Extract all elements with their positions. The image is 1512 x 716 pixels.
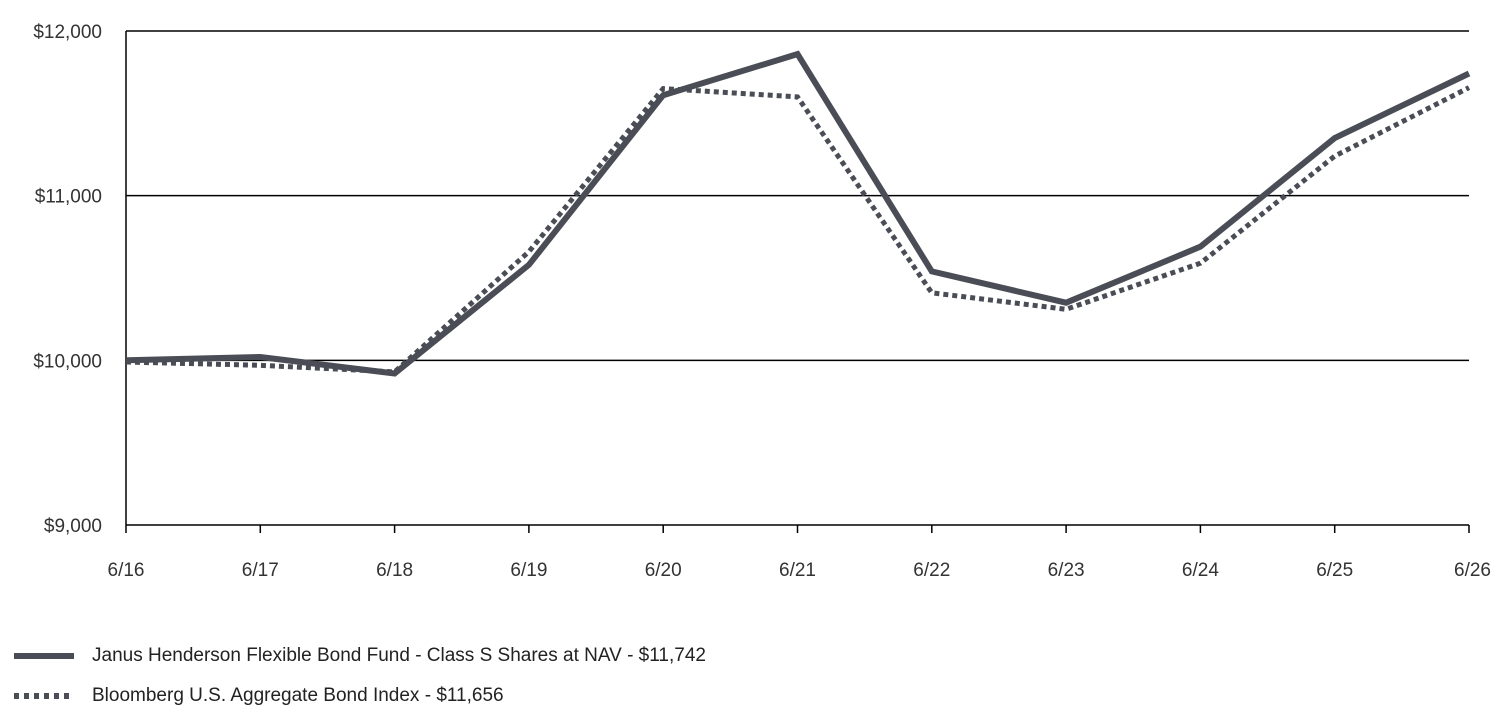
x-tick-label: 6/21 (779, 560, 816, 581)
x-tick-label: 6/24 (1182, 560, 1219, 581)
x-tick-label: 6/20 (645, 560, 682, 581)
grid-lines (126, 30, 1469, 362)
y-tick-label: $9,000 (44, 516, 102, 537)
x-tick-label: 6/23 (1048, 560, 1085, 581)
x-tick-labels: 6/16 6/17 6/18 6/19 6/20 6/21 6/22 6/23 6/24 6/25… (108, 560, 1491, 581)
x-tick-label: 6/26 (1454, 560, 1491, 581)
line-chart: $9,000 $10,000 $11,000 $12,000 6/16 6/17 6/18… (33, 22, 1491, 581)
axes (125, 31, 1470, 533)
x-tick-label: 6/22 (913, 560, 950, 581)
dotted-line-swatch (14, 686, 74, 706)
x-tick-label: 6/17 (242, 560, 279, 581)
x-tick-label: 6/25 (1316, 560, 1353, 581)
y-tick-label: $12,000 (33, 22, 102, 43)
y-tick-label: $10,000 (33, 351, 102, 372)
solid-line-swatch (14, 646, 74, 666)
index-series-line (125, 85, 1471, 375)
legend-item-index: Bloomberg U.S. Aggregate Bond Index - $1… (14, 676, 706, 716)
y-tick-labels: $9,000 $10,000 $11,000 $12,000 (33, 22, 102, 537)
legend-label-index: Bloomberg U.S. Aggregate Bond Index - $1… (92, 685, 504, 706)
x-tick-label: 6/18 (376, 560, 413, 581)
legend: Janus Henderson Flexible Bond Fund - Cla… (14, 636, 706, 716)
x-tick-label: 6/16 (108, 560, 145, 581)
legend-label-fund: Janus Henderson Flexible Bond Fund - Cla… (92, 645, 706, 666)
y-tick-label: $11,000 (35, 187, 102, 208)
x-tick-label: 6/19 (510, 560, 547, 581)
fund-series-line (125, 50, 1471, 377)
series-lines (125, 50, 1471, 377)
legend-item-fund: Janus Henderson Flexible Bond Fund - Cla… (14, 636, 706, 676)
